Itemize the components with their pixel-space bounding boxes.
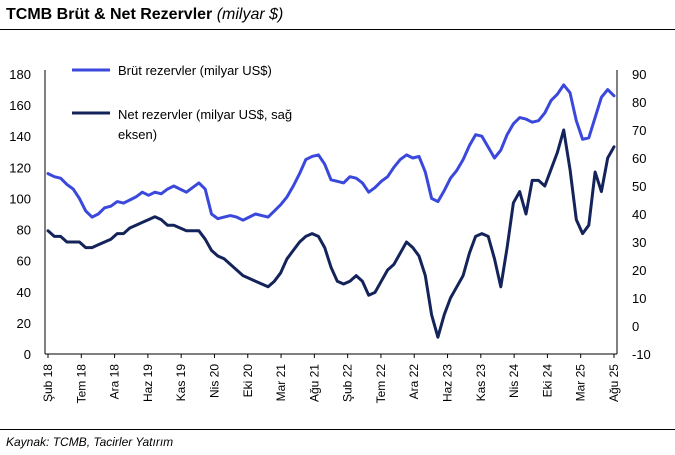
bottom-rule <box>0 429 675 430</box>
left-tick-label: 0 <box>24 347 31 362</box>
right-tick-label: 20 <box>632 263 646 278</box>
right-tick-label: 90 <box>632 67 646 82</box>
x-tick-label: Haz 23 <box>441 364 455 402</box>
x-tick-label: Ara 22 <box>407 364 421 400</box>
x-tick-label: Nis 24 <box>507 364 521 398</box>
x-tick-label: Tem 18 <box>74 364 88 404</box>
chart-axes <box>44 70 618 355</box>
right-tick-label: -10 <box>632 347 651 362</box>
right-tick-label: 10 <box>632 291 646 306</box>
x-tick-label: Kas 23 <box>474 364 488 402</box>
chart-title: TCMB Brüt & Net Rezervler (milyar $) <box>6 6 283 24</box>
right-tick-label: 40 <box>632 207 646 222</box>
chart-title-main: TCMB Brüt & Net Rezervler <box>6 6 213 23</box>
left-tick-label: 40 <box>17 285 31 300</box>
right-tick-label: 80 <box>632 95 646 110</box>
chart-title-unit: (milyar $) <box>216 6 284 23</box>
left-tick-label: 20 <box>17 316 31 331</box>
x-tick-label: Ağu 21 <box>307 364 321 402</box>
top-rule <box>0 29 675 30</box>
left-tick-label: 180 <box>9 67 31 82</box>
left-axis-ticks: 0 20 40 60 80 100 120 140 160 180 <box>9 67 31 362</box>
right-tick-label: 0 <box>632 319 639 334</box>
right-axis-ticks: -10 0 10 20 30 40 50 60 70 80 90 <box>632 67 651 362</box>
left-tick-label: 80 <box>17 223 31 238</box>
chart-legend: Brüt rezervler (milyar US$) Net rezervler… <box>72 63 292 142</box>
reserves-chart: 0 20 40 60 80 100 120 140 160 180 -10 0 10 20 30 40 50 6… <box>9 63 651 403</box>
x-tick-label: Ağu 25 <box>607 364 621 402</box>
right-tick-label: 60 <box>632 151 646 166</box>
x-tick-label: Tem 22 <box>374 364 388 404</box>
x-tick-label: Şub 18 <box>41 364 55 402</box>
x-tick-label: Eki 20 <box>241 364 255 398</box>
right-tick-label: 50 <box>632 179 646 194</box>
x-tick-label: Eki 24 <box>540 364 554 398</box>
left-tick-label: 100 <box>9 191 31 206</box>
chart-series <box>46 83 616 339</box>
x-tick-label: Şub 22 <box>341 364 355 402</box>
legend-label-brut: Brüt rezervler (milyar US$) <box>118 63 272 78</box>
legend-label-net-line2: eksen) <box>118 127 157 142</box>
x-tick-label: Nis 20 <box>207 364 221 398</box>
left-tick-label: 120 <box>9 160 31 175</box>
x-tick-label: Mar 25 <box>574 364 588 402</box>
right-tick-label: 70 <box>632 123 646 138</box>
brut-reserves-line <box>46 83 616 222</box>
left-tick-label: 60 <box>17 254 31 269</box>
x-tick-label: Mar 21 <box>274 364 288 402</box>
left-tick-label: 160 <box>9 98 31 113</box>
x-axis-ticks: Şub 18 Tem 18 Ara 18 Haz 19 Kas 19 Nis 20 Eki … <box>41 354 621 403</box>
right-tick-label: 30 <box>632 235 646 250</box>
net-reserves-line <box>46 128 616 339</box>
source-note: Kaynak: TCMB, Tacirler Yatırım <box>6 435 174 449</box>
x-tick-label: Haz 19 <box>141 364 155 402</box>
legend-label-net-line1: Net rezervler (milyar US$, sağ <box>118 107 292 122</box>
x-tick-label: Kas 19 <box>174 364 188 402</box>
left-tick-label: 140 <box>9 129 31 144</box>
x-tick-label: Ara 18 <box>108 364 122 400</box>
